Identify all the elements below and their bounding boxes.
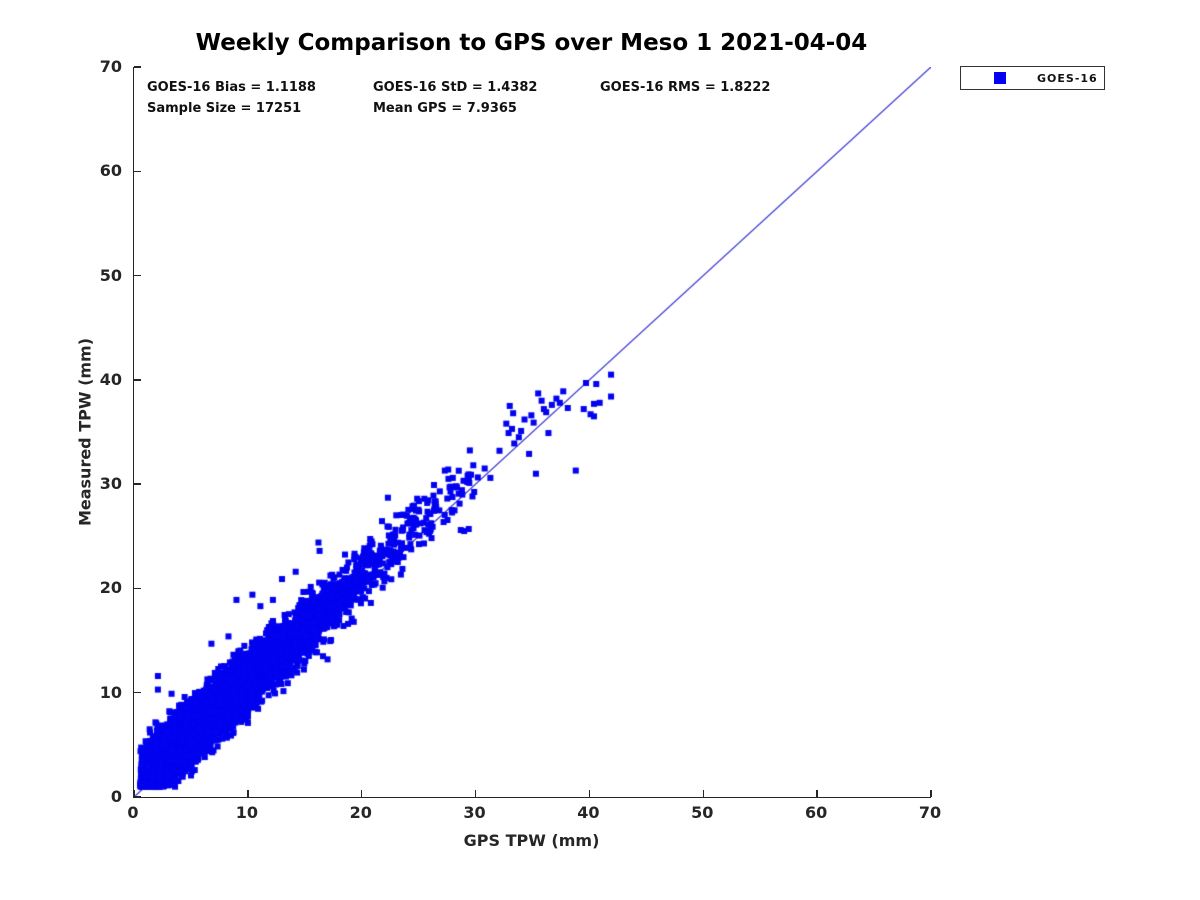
x-tick-label: 70	[918, 803, 942, 822]
y-tick-label: 30	[99, 474, 122, 494]
chart-title: Weekly Comparison to GPS over Meso 1 202…	[195, 30, 868, 56]
y-tick-label: 70	[99, 57, 122, 76]
y-tick-mark	[134, 274, 141, 277]
legend-label: GOES-16	[1037, 71, 1098, 85]
y-tick-mark	[134, 170, 141, 173]
x-tick-label: 60	[805, 803, 828, 822]
legend-marker-square-icon	[994, 72, 1006, 84]
plot-area	[133, 66, 932, 798]
x-tick-mark	[360, 790, 363, 797]
y-tick-label: 10	[99, 682, 122, 702]
x-tick-mark	[588, 790, 591, 797]
x-tick-label: 30	[463, 803, 486, 822]
x-tick-label: 50	[691, 803, 714, 822]
x-tick-mark	[930, 790, 932, 797]
y-tick-mark	[134, 483, 141, 485]
legend: GOES-16	[960, 66, 1105, 90]
scatter-canvas	[134, 67, 931, 797]
y-tick-label: 0	[110, 787, 122, 806]
x-tick-mark	[474, 790, 477, 797]
x-tick-label: 0	[127, 803, 139, 822]
x-tick-mark	[816, 790, 818, 797]
y-tick-label: 60	[99, 161, 122, 181]
x-tick-mark	[247, 790, 249, 797]
y-axis-label: Measured TPW (mm)	[75, 337, 95, 527]
x-tick-label: 20	[349, 803, 372, 822]
x-tick-label: 10	[235, 803, 258, 822]
x-tick-label: 40	[577, 803, 600, 822]
y-tick-mark	[134, 691, 141, 694]
y-tick-mark	[134, 379, 141, 381]
y-tick-label: 50	[99, 265, 122, 285]
y-tick-label: 20	[99, 578, 122, 598]
x-axis-label: GPS TPW (mm)	[463, 831, 600, 850]
x-tick-mark	[702, 790, 705, 797]
y-tick-label: 40	[99, 369, 122, 389]
x-tick-mark	[133, 790, 135, 797]
y-tick-mark	[134, 587, 141, 590]
y-tick-mark	[134, 66, 141, 68]
y-tick-mark	[134, 796, 141, 798]
